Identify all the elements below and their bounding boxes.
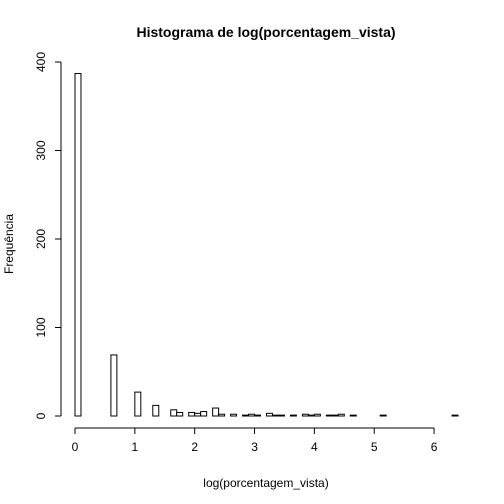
- histogram-bar: [337, 413, 345, 417]
- histogram-bar: [349, 414, 357, 417]
- x-tick-label: 5: [371, 440, 378, 454]
- chart-title: Histograma de log(porcentagem_vista): [136, 24, 395, 40]
- histogram-bar: [110, 354, 118, 417]
- y-tick-label: 400: [34, 52, 48, 72]
- histogram-bar: [212, 407, 220, 417]
- y-tick-label: 0: [34, 412, 48, 419]
- x-tick-label: 1: [132, 440, 139, 454]
- y-tick-label: 100: [34, 317, 48, 337]
- x-axis: 0 1 2 3 4 5 6: [72, 427, 438, 454]
- histogram-bar: [289, 414, 297, 417]
- histogram-bar: [271, 414, 279, 417]
- histogram-bar: [242, 414, 250, 417]
- histogram-bar: [230, 413, 238, 417]
- histogram-bar: [248, 413, 256, 417]
- histogram-bar: [307, 414, 315, 417]
- histogram-bar: [277, 414, 285, 417]
- histogram-bar: [451, 414, 459, 417]
- histogram-bar: [266, 412, 273, 417]
- histogram-bar: [379, 414, 387, 417]
- histogram-bar: [170, 409, 178, 417]
- histogram-bar: [254, 414, 262, 417]
- x-tick-label: 0: [72, 440, 79, 454]
- histogram-bar: [134, 391, 142, 417]
- x-axis-label: log(porcentagem_vista): [203, 476, 328, 490]
- histogram-bar: [313, 413, 321, 417]
- histogram-bar: [176, 411, 184, 417]
- histogram-bar: [218, 413, 226, 417]
- histogram-bar: [301, 413, 309, 417]
- histogram-bar: [200, 411, 208, 417]
- histogram-bar: [194, 412, 202, 417]
- histogram-bar: [188, 411, 196, 417]
- histogram-bars: [74, 73, 459, 417]
- y-tick-label: 300: [34, 140, 48, 160]
- y-axis-label: Frequência: [2, 214, 16, 274]
- x-tick-label: 2: [191, 440, 198, 454]
- histogram-bar: [152, 404, 160, 417]
- histogram-bar: [331, 414, 339, 417]
- histogram-bar: [74, 73, 82, 417]
- y-tick-label: 200: [34, 229, 48, 249]
- y-axis: 0 100 200 300 400: [34, 52, 62, 419]
- x-tick-label: 4: [311, 440, 318, 454]
- x-tick-label: 6: [431, 440, 438, 454]
- histogram-bar: [325, 414, 333, 417]
- x-tick-label: 3: [251, 440, 258, 454]
